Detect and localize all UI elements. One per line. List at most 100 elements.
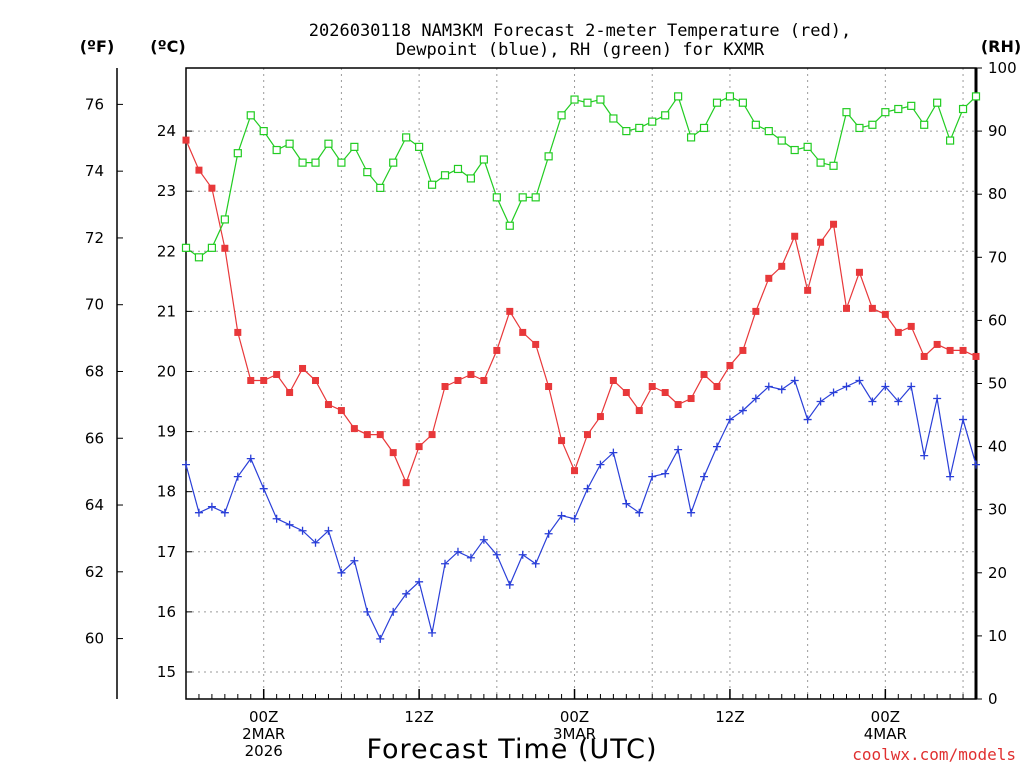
point-temperature-61 bbox=[972, 352, 980, 360]
point-rh-12 bbox=[337, 158, 346, 167]
x-tick-label-0-1: 2MAR bbox=[242, 725, 285, 743]
point-rh-1 bbox=[194, 253, 204, 262]
point-temperature-19 bbox=[428, 431, 436, 439]
point-temperature-47 bbox=[791, 232, 799, 240]
point-rh-44 bbox=[751, 120, 760, 129]
rh-tick-label-8: 80 bbox=[988, 185, 1007, 203]
point-dewpoint-37 bbox=[661, 469, 670, 478]
point-dewpoint-60 bbox=[959, 415, 968, 424]
point-temperature-9 bbox=[299, 364, 307, 372]
fahrenheit-tick-label-8: 76 bbox=[85, 95, 104, 113]
point-temperature-59 bbox=[946, 346, 954, 354]
fahrenheit-tick-label-3: 66 bbox=[85, 429, 104, 447]
point-rh-26 bbox=[518, 193, 527, 202]
point-dewpoint-24 bbox=[492, 550, 501, 559]
point-rh-6 bbox=[259, 126, 268, 136]
point-temperature-13 bbox=[350, 425, 358, 433]
chart-title-line-2: Dewpoint (blue), RH (green) for KXMR bbox=[396, 40, 765, 60]
point-temperature-52 bbox=[855, 268, 863, 276]
credit-text: coolwx.com/models bbox=[852, 745, 1016, 764]
point-dewpoint-49 bbox=[816, 397, 825, 406]
point-dewpoint-54 bbox=[881, 382, 890, 391]
point-dewpoint-42 bbox=[725, 415, 734, 424]
point-temperature-3 bbox=[221, 244, 229, 252]
series-line-dewpoint bbox=[185, 379, 977, 641]
point-rh-25 bbox=[505, 221, 514, 230]
point-dewpoint-56 bbox=[907, 382, 916, 391]
point-dewpoint-1 bbox=[194, 508, 203, 517]
point-temperature-33 bbox=[609, 376, 617, 384]
rh-tick-label-9: 90 bbox=[988, 122, 1007, 140]
celsius-tick-label-3: 18 bbox=[157, 483, 176, 501]
point-temperature-55 bbox=[894, 328, 902, 336]
point-dewpoint-33 bbox=[609, 448, 618, 457]
point-temperature-12 bbox=[337, 407, 345, 415]
x-tick-label-4-1: 4MAR bbox=[864, 725, 907, 743]
point-rh-30 bbox=[570, 95, 579, 104]
point-temperature-32 bbox=[596, 413, 604, 421]
point-temperature-6 bbox=[260, 376, 268, 384]
point-temperature-35 bbox=[635, 407, 643, 415]
point-dewpoint-36 bbox=[648, 472, 657, 481]
point-dewpoint-7 bbox=[272, 514, 281, 523]
point-temperature-46 bbox=[778, 262, 786, 270]
point-rh-34 bbox=[622, 126, 631, 136]
point-dewpoint-4 bbox=[233, 472, 242, 481]
point-temperature-16 bbox=[389, 449, 397, 457]
point-dewpoint-50 bbox=[829, 388, 838, 397]
point-rh-20 bbox=[440, 171, 450, 180]
point-rh-61 bbox=[971, 92, 981, 101]
point-dewpoint-8 bbox=[285, 520, 294, 529]
point-rh-16 bbox=[389, 158, 398, 167]
point-dewpoint-3 bbox=[220, 508, 229, 517]
fahrenheit-tick-label-0: 60 bbox=[85, 630, 104, 648]
point-rh-27 bbox=[531, 193, 540, 202]
x-tick-label-0-2: 2026 bbox=[245, 742, 283, 760]
point-temperature-28 bbox=[545, 383, 553, 391]
point-temperature-53 bbox=[868, 304, 876, 312]
point-dewpoint-38 bbox=[674, 445, 683, 454]
point-rh-0 bbox=[181, 243, 191, 252]
point-rh-56 bbox=[907, 101, 916, 110]
point-dewpoint-21 bbox=[453, 547, 462, 556]
celsius-tick-label-9: 24 bbox=[157, 122, 176, 140]
point-dewpoint-6 bbox=[259, 484, 268, 493]
point-temperature-22 bbox=[467, 370, 475, 378]
point-dewpoint-29 bbox=[557, 511, 566, 520]
point-rh-18 bbox=[415, 142, 424, 151]
point-rh-32 bbox=[596, 95, 605, 104]
point-dewpoint-12 bbox=[337, 568, 346, 577]
point-dewpoint-17 bbox=[402, 589, 411, 598]
point-temperature-39 bbox=[687, 395, 695, 403]
point-temperature-44 bbox=[752, 307, 760, 315]
point-dewpoint-47 bbox=[790, 376, 799, 385]
point-temperature-54 bbox=[881, 310, 889, 318]
point-dewpoint-25 bbox=[505, 580, 514, 589]
tick-labels: 15 16 17 18 19 20 21 22 23 24 60 62 64 66 68 70 72 74 76 0 1… bbox=[85, 59, 1017, 760]
point-rh-42 bbox=[725, 92, 735, 101]
celsius-tick-label-1: 16 bbox=[157, 603, 176, 621]
point-temperature-27 bbox=[532, 340, 540, 348]
point-temperature-51 bbox=[842, 304, 850, 312]
point-dewpoint-19 bbox=[428, 628, 437, 637]
point-dewpoint-31 bbox=[583, 484, 592, 493]
celsius-tick-label-0: 15 bbox=[157, 663, 176, 681]
point-dewpoint-55 bbox=[894, 397, 903, 406]
point-dewpoint-35 bbox=[635, 508, 644, 517]
point-rh-57 bbox=[920, 120, 929, 129]
point-dewpoint-34 bbox=[622, 499, 631, 508]
point-temperature-24 bbox=[493, 346, 501, 354]
point-dewpoint-51 bbox=[842, 382, 851, 391]
point-rh-47 bbox=[790, 145, 799, 155]
data-series bbox=[181, 92, 981, 643]
point-temperature-48 bbox=[804, 286, 812, 294]
point-rh-14 bbox=[363, 168, 372, 177]
x-tick-label-2-1: 3MAR bbox=[553, 725, 596, 743]
point-rh-48 bbox=[803, 142, 812, 151]
series-line-temperature bbox=[185, 139, 977, 485]
rh-tick-label-4: 40 bbox=[988, 438, 1007, 456]
point-temperature-57 bbox=[920, 352, 928, 360]
point-rh-11 bbox=[324, 139, 333, 148]
point-temperature-31 bbox=[583, 431, 591, 439]
